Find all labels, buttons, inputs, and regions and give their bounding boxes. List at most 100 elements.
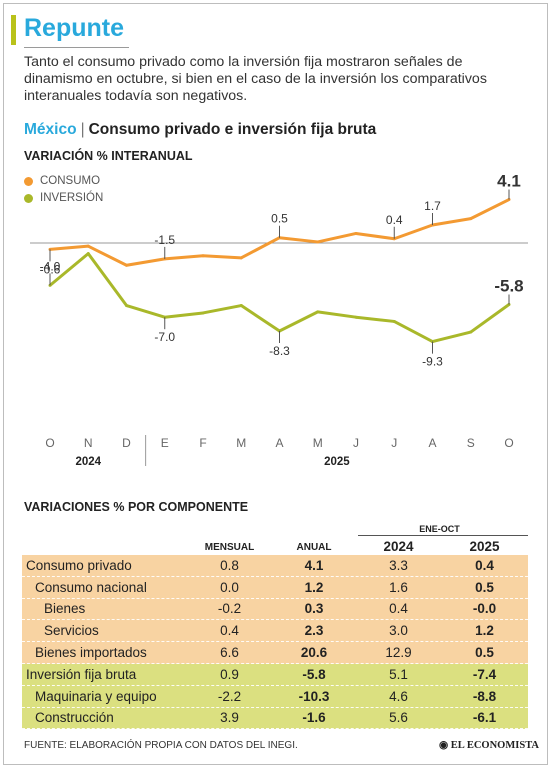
cell-2025: 1.2 xyxy=(475,623,494,639)
data-label: 4.1 xyxy=(497,172,521,191)
table-row: Construcción 3.9 -1.6 5.6 -6.1 xyxy=(22,707,528,730)
table-body: Consumo privado 0.8 4.1 3.3 0.4 Consumo nacio… xyxy=(22,555,528,730)
subtitle-separator: | xyxy=(80,121,85,138)
x-tick-label: S xyxy=(467,436,475,450)
cell-2025: -8.8 xyxy=(472,688,497,704)
cell-2025: -0.0 xyxy=(472,601,497,617)
cell-anual: 2.3 xyxy=(304,623,324,639)
cell-mensual: 6.6 xyxy=(220,645,239,661)
infographic-frame xyxy=(3,3,548,765)
column-header-2024: 2024 xyxy=(383,539,414,554)
data-point xyxy=(86,244,90,248)
data-label: -8.3 xyxy=(269,344,290,358)
table-row: Servicios 0.4 2.3 3.0 1.2 xyxy=(22,620,528,643)
publisher-logo-text: EL ECONOMISTA xyxy=(450,740,539,751)
row-label: Construcción xyxy=(35,710,114,726)
title-underline xyxy=(24,47,129,48)
data-label: -0.6 xyxy=(40,262,61,276)
cell-mensual: 0.9 xyxy=(220,666,239,682)
column-header-anual: ANUAL xyxy=(296,542,332,553)
page-title: Repunte xyxy=(24,14,124,42)
legend-item-inversion: INVERSIÓN xyxy=(24,192,103,204)
data-point xyxy=(354,231,358,235)
x-tick-label: M xyxy=(313,436,323,450)
row-label: Bienes importados xyxy=(35,645,147,661)
table-row: Maquinaria y equipo -2.2 -10.3 4.6 -8.8 xyxy=(22,685,528,708)
cell-2024: 3.3 xyxy=(389,557,408,573)
table-row: Consumo privado 0.8 4.1 3.3 0.4 xyxy=(22,555,528,577)
cell-2024: 5.1 xyxy=(389,666,408,682)
line-chart: -0.6 -1.5 0.5 0.4 1.7 4.1 -4.0 -7.0 -8.3 -9.3 -5.8… xyxy=(30,172,528,468)
series-line-inversion xyxy=(49,252,510,344)
legend-swatch-consumo xyxy=(24,176,33,186)
row-label: Consumo nacional xyxy=(35,579,147,595)
table-row: Inversión fija bruta 0.9 -5.8 5.1 -7.4 xyxy=(22,663,528,686)
chart-heading: VARIACIÓN % INTERANUAL xyxy=(24,149,193,163)
x-tick-label: E xyxy=(161,436,169,450)
row-label: Servicios xyxy=(44,623,99,639)
data-point xyxy=(201,254,205,258)
source-footer: FUENTE: ELABORACIÓN PROPIA CON DATOS DEL… xyxy=(24,740,298,751)
data-point xyxy=(354,315,358,319)
data-label: 0.5 xyxy=(271,212,288,226)
data-point xyxy=(392,237,396,241)
legend-item-consumo: CONSUMO xyxy=(24,175,100,187)
row-label: Maquinaria y equipo xyxy=(35,688,157,704)
x-tick-label: F xyxy=(199,436,206,450)
legend-label-consumo: CONSUMO xyxy=(40,175,101,187)
cell-2024: 0.4 xyxy=(389,601,408,617)
legend-label-inversion: INVERSIÓN xyxy=(40,192,104,204)
components-table: ENE-OCT MENSUAL ANUAL 2024 2025 Consumo … xyxy=(22,524,528,730)
data-point xyxy=(469,330,473,334)
cell-anual: -1.6 xyxy=(302,710,326,726)
data-point xyxy=(125,263,128,267)
cell-2024: 3.0 xyxy=(389,623,408,639)
cell-anual: -10.3 xyxy=(298,688,330,704)
legend-swatch-inversion xyxy=(24,193,33,203)
column-header-2025: 2025 xyxy=(469,539,500,554)
title-accent-bar xyxy=(11,15,16,45)
x-tick-label: A xyxy=(275,436,283,450)
table-row: Bienes -0.2 0.3 0.4 -0.0 xyxy=(22,598,528,621)
cell-anual: 0.3 xyxy=(304,601,324,617)
x-tick-label: A xyxy=(428,436,436,450)
cell-mensual: -2.2 xyxy=(217,688,242,704)
row-label: Inversión fija bruta xyxy=(26,666,137,682)
intro-text: Tanto el consumo privado como la inversi… xyxy=(24,54,487,104)
data-point xyxy=(431,223,434,227)
data-point xyxy=(316,240,320,244)
data-point xyxy=(507,198,511,202)
subtitle-text: Consumo privado e inversión fija bruta xyxy=(88,121,377,138)
x-tick-label: O xyxy=(45,436,54,450)
table-header: ENE-OCT MENSUAL ANUAL 2024 2025 xyxy=(22,524,528,555)
row-label: Consumo privado xyxy=(26,557,132,573)
x-tick-label: J xyxy=(391,436,397,450)
x-axis: O N D E F M A M J J A S O 2024 2025 xyxy=(45,435,514,468)
cell-2025: -6.1 xyxy=(472,710,497,726)
data-label: -5.8 xyxy=(494,276,523,295)
publisher-logo: ◉ EL ECONOMISTA xyxy=(439,740,539,751)
x-tick-label: O xyxy=(504,436,513,450)
table-row: Consumo nacional 0.0 1.2 1.6 0.5 xyxy=(22,576,528,599)
data-point xyxy=(201,311,205,315)
cell-anual: 20.6 xyxy=(300,645,328,661)
cell-anual: 1.2 xyxy=(304,579,324,595)
data-point xyxy=(392,319,396,323)
cell-2025: 0.4 xyxy=(475,557,494,573)
series-group: -0.6 -1.5 0.5 0.4 1.7 4.1 -4.0 -7.0 -8.3 -9.3 -5.8 xyxy=(40,172,524,369)
data-point xyxy=(278,329,281,333)
cell-anual: -5.8 xyxy=(302,666,326,682)
cell-2024: 5.6 xyxy=(389,710,408,726)
table-heading: VARIACIONES % POR COMPONENTE xyxy=(24,500,249,514)
row-label: Bienes xyxy=(44,601,86,617)
year-label: 2025 xyxy=(324,456,350,468)
cell-2024: 1.6 xyxy=(389,579,408,595)
column-header-mensual: MENSUAL xyxy=(204,542,255,553)
subtitle-country: México xyxy=(24,121,77,138)
cell-mensual: 0.4 xyxy=(220,623,239,639)
group-header-rule xyxy=(358,535,528,536)
cell-2024: 12.9 xyxy=(385,645,412,661)
data-point xyxy=(239,304,243,308)
cell-2025: -7.4 xyxy=(472,666,497,682)
x-tick-label: M xyxy=(236,436,246,450)
